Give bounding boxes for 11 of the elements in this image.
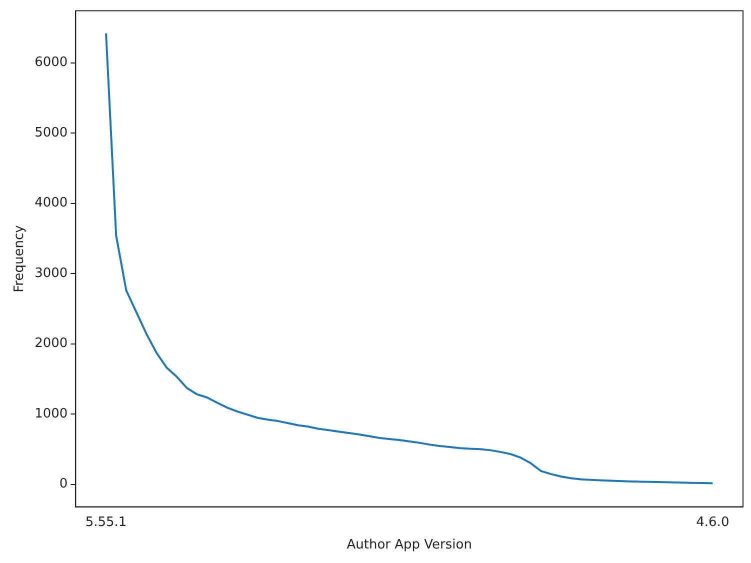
y-axis-title: Frequency [12, 224, 28, 292]
x-tick-label: 4.6.0 [696, 514, 730, 530]
y-tick-label: 6000 [34, 55, 68, 70]
x-axis-title: Author App Version [346, 538, 472, 553]
y-tick-label: 1000 [34, 406, 68, 422]
y-tick-label: 5000 [34, 125, 68, 140]
y-tick-label: 4000 [34, 196, 68, 211]
y-tick-label: 2000 [34, 336, 68, 352]
y-tick-label: 3000 [34, 266, 68, 281]
x-tick-label: 5.55.1 [85, 514, 127, 530]
y-tick-label: 0 [59, 476, 68, 492]
